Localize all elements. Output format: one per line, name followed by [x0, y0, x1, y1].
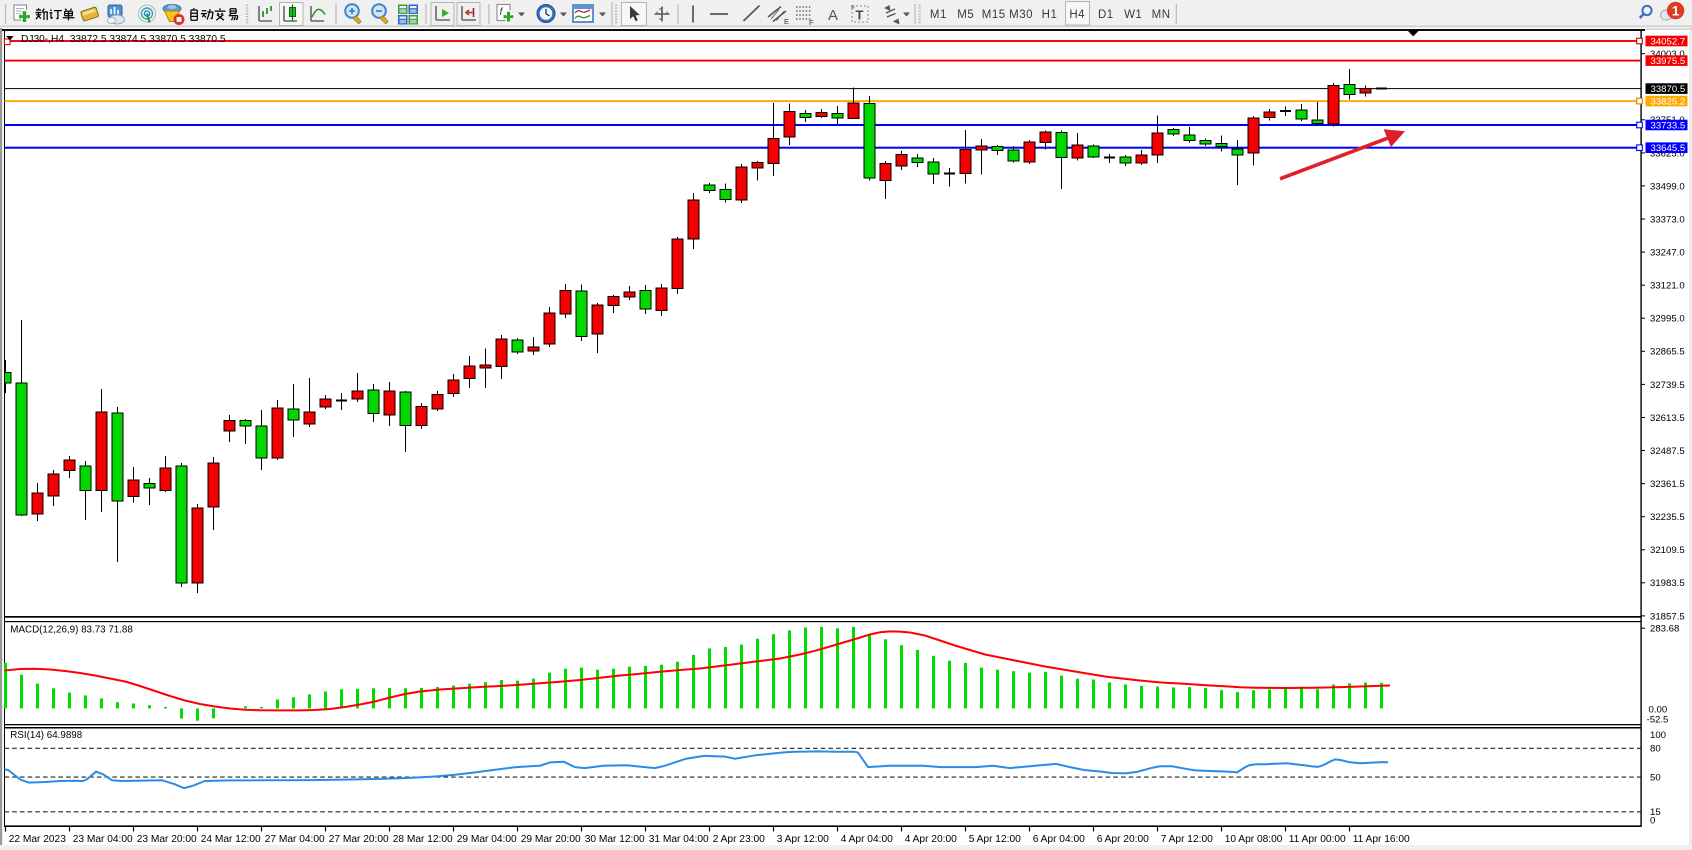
svg-text:34003.0: 34003.0 — [1650, 49, 1685, 60]
svg-text:3 Apr 12:00: 3 Apr 12:00 — [777, 834, 829, 845]
svg-text:6 Apr 20:00: 6 Apr 20:00 — [1097, 834, 1149, 845]
svg-text:4 Apr 04:00: 4 Apr 04:00 — [841, 834, 893, 845]
svg-text:5 Apr 12:00: 5 Apr 12:00 — [969, 834, 1021, 845]
svg-text:M5: M5 — [957, 9, 974, 21]
svg-text:33373.0: 33373.0 — [1650, 214, 1685, 225]
svg-text:30 Mar 12:00: 30 Mar 12:00 — [585, 834, 645, 845]
svg-text:32361.5: 32361.5 — [1650, 479, 1685, 490]
svg-text:33247.0: 33247.0 — [1650, 248, 1685, 259]
svg-text:23 Mar 20:00: 23 Mar 20:00 — [137, 834, 197, 845]
svg-text:11 Apr 00:00: 11 Apr 00:00 — [1289, 834, 1346, 845]
svg-text:32613.5: 32613.5 — [1650, 413, 1685, 424]
svg-text:80: 80 — [1650, 744, 1661, 755]
svg-text:11 Apr 16:00: 11 Apr 16:00 — [1353, 834, 1410, 845]
svg-text:15: 15 — [1650, 807, 1661, 818]
svg-text:100: 100 — [1650, 730, 1666, 741]
svg-text:33121.0: 33121.0 — [1650, 281, 1685, 292]
svg-text:T: T — [856, 8, 864, 23]
svg-text:32109.5: 32109.5 — [1650, 545, 1685, 556]
svg-text:33825.2: 33825.2 — [1651, 97, 1686, 108]
svg-text:32235.5: 32235.5 — [1650, 512, 1685, 523]
svg-text:32487.5: 32487.5 — [1650, 446, 1685, 457]
svg-text:27 Mar 20:00: 27 Mar 20:00 — [329, 834, 389, 845]
svg-text:4 Apr 20:00: 4 Apr 20:00 — [905, 834, 957, 845]
svg-text:33733.5: 33733.5 — [1651, 121, 1686, 132]
svg-text:M30: M30 — [1009, 9, 1033, 21]
svg-text:24 Mar 12:00: 24 Mar 12:00 — [201, 834, 261, 845]
svg-text:F: F — [809, 18, 814, 27]
svg-text:MACD(12,26,9) 83.73 71.88: MACD(12,26,9) 83.73 71.88 — [10, 625, 133, 636]
svg-text:33625.0: 33625.0 — [1650, 148, 1685, 159]
svg-text:M1: M1 — [930, 9, 947, 21]
svg-text:31 Mar 04:00: 31 Mar 04:00 — [649, 834, 709, 845]
svg-text:29 Mar 20:00: 29 Mar 20:00 — [521, 834, 581, 845]
svg-text:33870.5: 33870.5 — [1651, 84, 1686, 95]
svg-text:50: 50 — [1650, 773, 1661, 784]
svg-text:1: 1 — [1672, 3, 1680, 18]
svg-text:0: 0 — [1650, 816, 1655, 827]
svg-text:34052.7: 34052.7 — [1651, 37, 1686, 48]
svg-text:27 Mar 04:00: 27 Mar 04:00 — [265, 834, 325, 845]
svg-text:f: f — [500, 7, 504, 18]
svg-text:MN: MN — [1152, 9, 1171, 21]
svg-text:2 Apr 23:00: 2 Apr 23:00 — [713, 834, 765, 845]
svg-text:W1: W1 — [1124, 9, 1142, 21]
svg-text:D1: D1 — [1098, 9, 1114, 21]
svg-text:31983.5: 31983.5 — [1650, 578, 1685, 589]
svg-text:31857.5: 31857.5 — [1650, 611, 1685, 622]
svg-text:29 Mar 04:00: 29 Mar 04:00 — [457, 834, 517, 845]
svg-text:33645.5: 33645.5 — [1651, 143, 1686, 154]
svg-text:23 Mar 04:00: 23 Mar 04:00 — [73, 834, 133, 845]
svg-text:283.68: 283.68 — [1650, 624, 1679, 635]
svg-text:32995.0: 32995.0 — [1650, 314, 1685, 325]
svg-text:M15: M15 — [982, 9, 1006, 21]
svg-text:DJ30-,H4 33872.5 33874.5 3387: DJ30-,H4 33872.5 33874.5 33870.5 33870.5 — [21, 34, 226, 45]
svg-text:33499.0: 33499.0 — [1650, 181, 1685, 192]
svg-text:E: E — [784, 17, 789, 26]
svg-text:RSI(14) 64.9898: RSI(14) 64.9898 — [10, 730, 82, 741]
svg-text:A: A — [828, 7, 838, 24]
svg-text:32739.5: 32739.5 — [1650, 380, 1685, 391]
svg-text:H1: H1 — [1042, 9, 1058, 21]
svg-text:33975.5: 33975.5 — [1651, 56, 1686, 67]
svg-text:6 Apr 04:00: 6 Apr 04:00 — [1033, 834, 1085, 845]
svg-text:-52.5: -52.5 — [1647, 715, 1669, 726]
svg-text:H4: H4 — [1069, 9, 1085, 21]
svg-text:28 Mar 12:00: 28 Mar 12:00 — [393, 834, 453, 845]
svg-text:7 Apr 12:00: 7 Apr 12:00 — [1161, 834, 1213, 845]
svg-text:0.00: 0.00 — [1649, 704, 1668, 715]
svg-text:32865.5: 32865.5 — [1650, 347, 1685, 358]
svg-text:22 Mar 2023: 22 Mar 2023 — [9, 834, 67, 845]
svg-text:10 Apr 08:00: 10 Apr 08:00 — [1225, 834, 1283, 845]
